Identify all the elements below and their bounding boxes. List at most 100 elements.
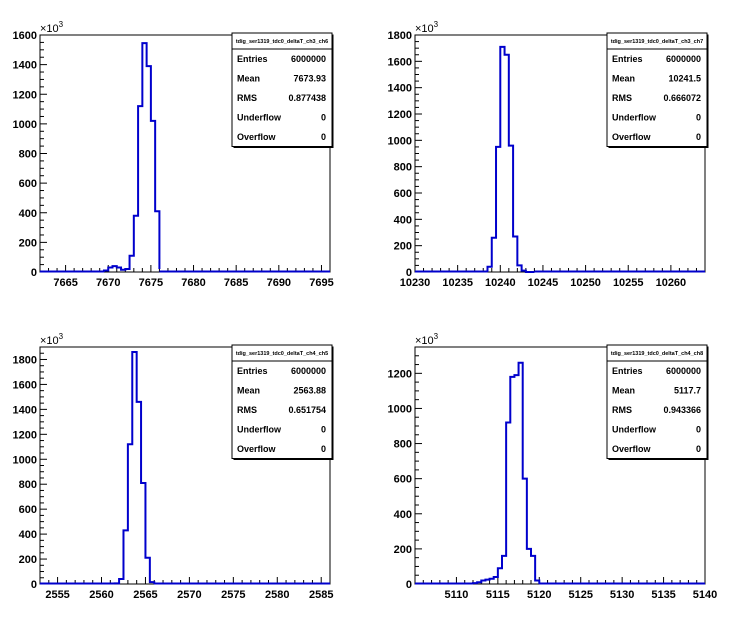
x-tick-label: 2580 xyxy=(265,589,289,601)
x-tick-label: 10235 xyxy=(442,277,473,289)
y-tick-label: 1600 xyxy=(13,379,37,391)
stat-value: 0 xyxy=(696,425,701,435)
y-exponent-base: ×10 xyxy=(40,23,59,35)
x-tick-label: 7690 xyxy=(267,277,291,289)
y-exponent-power: 3 xyxy=(59,20,64,29)
y-tick-label: 400 xyxy=(394,214,412,226)
y-tick-label: 1800 xyxy=(13,354,37,366)
histogram-line xyxy=(113,350,156,585)
y-tick-label: 600 xyxy=(19,504,37,516)
x-tick-label: 7685 xyxy=(224,277,248,289)
stat-value: 6000000 xyxy=(666,54,701,64)
stat-value: 0 xyxy=(696,113,701,123)
stat-value: 0 xyxy=(321,425,326,435)
y-tick-label: 0 xyxy=(406,579,412,591)
stat-label: Mean xyxy=(237,386,260,396)
stat-value: 0 xyxy=(696,132,701,142)
y-tick-label: 1000 xyxy=(388,135,412,147)
x-tick-label: 2560 xyxy=(89,589,113,601)
stat-label: Underflow xyxy=(237,113,282,123)
histogram-line xyxy=(486,45,535,273)
y-tick-label: 200 xyxy=(394,544,412,556)
x-tick-label: 7695 xyxy=(309,277,333,289)
stat-label: Entries xyxy=(612,54,643,64)
y-exponent-power: 3 xyxy=(434,332,439,341)
stat-label: Mean xyxy=(237,74,260,84)
stat-label: Overflow xyxy=(612,132,652,142)
stat-label: Overflow xyxy=(237,444,277,454)
x-tick-label: 10245 xyxy=(528,277,559,289)
histogram-title: tdig_ser1319_tdc0_deltaT_ch4_ch8 xyxy=(611,351,703,357)
y-tick-label: 400 xyxy=(394,509,412,521)
y-tick-label: 1400 xyxy=(13,404,37,416)
x-tick-label: 10240 xyxy=(485,277,516,289)
x-tick-label: 2555 xyxy=(45,589,69,601)
stat-value: 0 xyxy=(321,444,326,454)
x-tick-label: 7665 xyxy=(53,277,77,289)
x-tick-label: 2575 xyxy=(221,589,245,601)
y-tick-label: 0 xyxy=(31,579,37,591)
histogram-title: tdig_ser1319_tdc0_deltaT_ch3_ch7 xyxy=(611,39,703,45)
x-tick-label: 10255 xyxy=(613,277,644,289)
stat-label: Entries xyxy=(237,366,268,376)
x-tick-label: 2565 xyxy=(133,589,157,601)
stat-label: RMS xyxy=(612,93,632,103)
stat-label: Underflow xyxy=(612,425,657,435)
stats-box xyxy=(606,32,708,147)
stat-label: Overflow xyxy=(237,132,277,142)
y-tick-label: 400 xyxy=(19,208,37,220)
y-tick-label: 1000 xyxy=(388,403,412,415)
histogram-line xyxy=(102,42,161,272)
stat-label: Mean xyxy=(612,74,635,84)
y-tick-label: 1200 xyxy=(388,368,412,380)
y-tick-label: 600 xyxy=(394,188,412,200)
stat-value: 0.651754 xyxy=(288,405,326,415)
y-tick-label: 1200 xyxy=(13,89,37,101)
x-tick-label: 5110 xyxy=(444,589,468,601)
y-tick-label: 0 xyxy=(406,267,412,279)
y-tick-label: 200 xyxy=(394,241,412,253)
stat-value: 6000000 xyxy=(666,366,701,376)
stat-value: 10241.5 xyxy=(668,74,701,84)
stat-label: Underflow xyxy=(612,113,657,123)
stat-value: 0 xyxy=(321,113,326,123)
y-tick-label: 1600 xyxy=(13,30,37,42)
y-tick-label: 200 xyxy=(19,237,37,249)
y-tick-label: 400 xyxy=(19,529,37,541)
y-tick-label: 1800 xyxy=(388,30,412,42)
y-exponent-label: ×103 xyxy=(415,332,439,347)
y-tick-label: 1000 xyxy=(13,454,37,466)
x-tick-label: 5125 xyxy=(568,589,592,601)
x-tick-label: 10250 xyxy=(570,277,601,289)
stat-value: 0.666072 xyxy=(663,93,701,103)
stat-label: Entries xyxy=(612,366,643,376)
histogram-title: tdig_ser1319_tdc0_deltaT_ch3_ch6 xyxy=(236,39,328,45)
y-exponent-power: 3 xyxy=(434,20,439,29)
stat-value: 6000000 xyxy=(291,366,326,376)
y-tick-label: 1600 xyxy=(388,56,412,68)
y-tick-label: 800 xyxy=(19,479,37,491)
y-tick-label: 1400 xyxy=(13,60,37,72)
histogram-line xyxy=(472,361,541,585)
x-tick-label: 5140 xyxy=(693,589,717,601)
y-tick-label: 800 xyxy=(19,149,37,161)
y-exponent-power: 3 xyxy=(59,332,64,341)
histogram-panel-4: 5110 5115 5120 5125 5130 5135 5140 0 200 400 600 80… xyxy=(388,332,718,601)
y-tick-label: 600 xyxy=(394,474,412,486)
y-tick-label: 0 xyxy=(31,267,37,279)
histogram-panel-1: 7665 7670 7675 7680 7685 7690 7695 0 200 400 600 80… xyxy=(13,20,334,289)
y-exponent-label: ×103 xyxy=(415,20,439,35)
y-tick-label: 800 xyxy=(394,162,412,174)
x-tick-label: 5115 xyxy=(486,589,510,601)
stat-label: RMS xyxy=(237,93,257,103)
x-tick-label: 7675 xyxy=(139,277,163,289)
y-exponent-label: ×103 xyxy=(40,20,64,35)
stat-value: 0.943366 xyxy=(663,405,701,415)
stat-label: RMS xyxy=(612,405,632,415)
stat-label: Overflow xyxy=(612,444,652,454)
histogram-title: tdig_ser1319_tdc0_deltaT_ch4_ch5 xyxy=(236,351,328,357)
x-tick-label: 2585 xyxy=(309,589,333,601)
y-tick-label: 200 xyxy=(19,554,37,566)
stat-label: Mean xyxy=(612,386,635,396)
y-exponent-base: ×10 xyxy=(415,335,434,347)
